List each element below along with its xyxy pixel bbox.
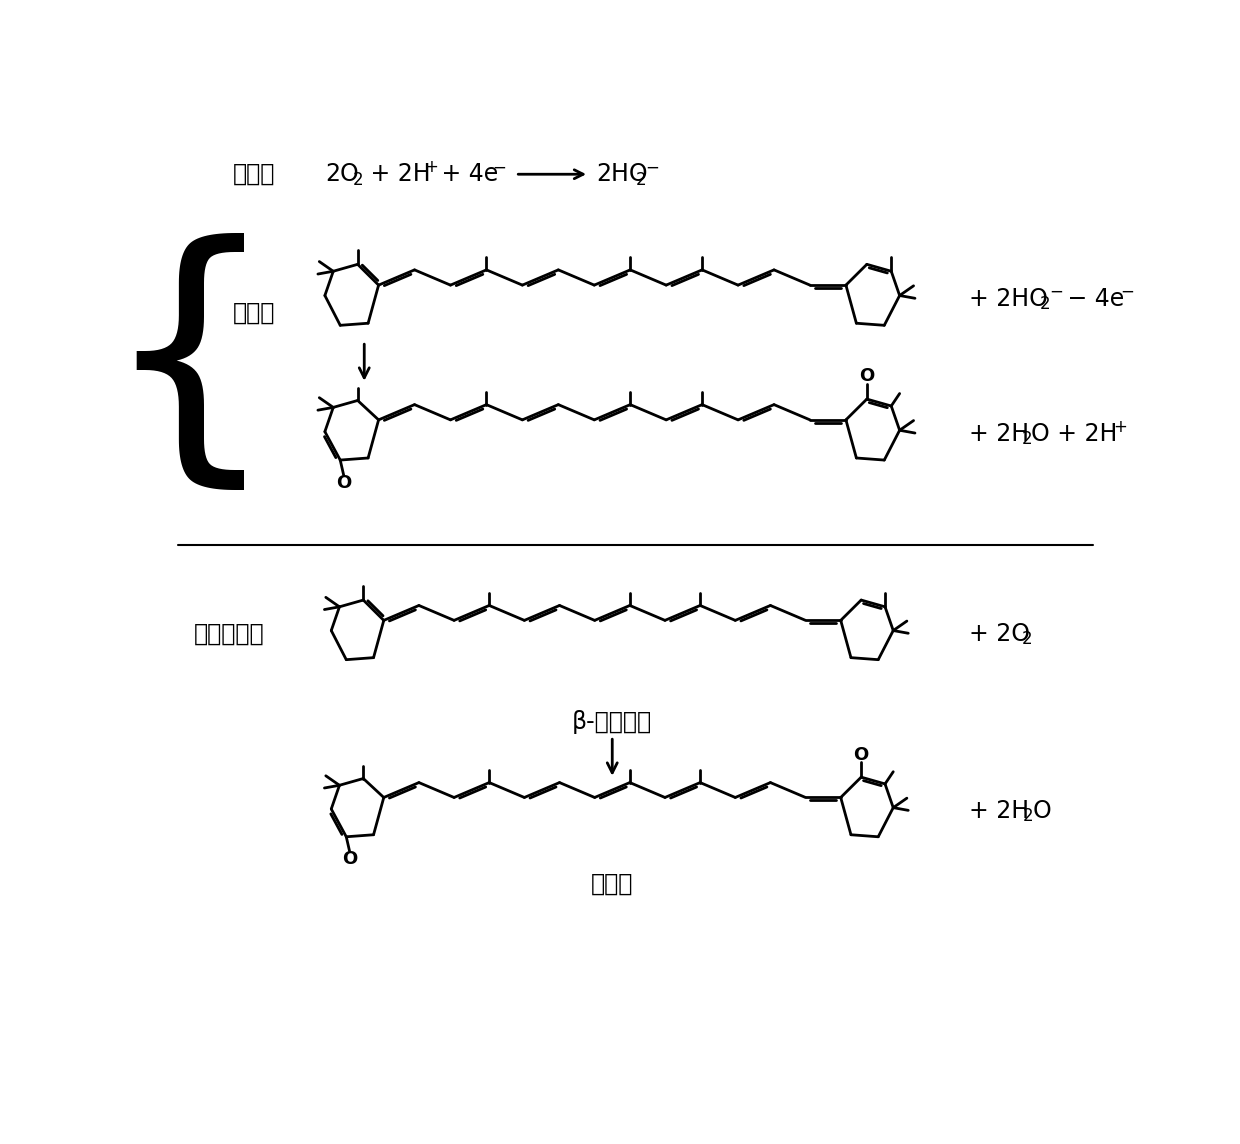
Text: 2: 2 [1022, 630, 1032, 649]
Text: −: − [1121, 283, 1135, 301]
Text: O: O [1033, 799, 1052, 823]
Text: −: − [492, 158, 506, 176]
Text: +: + [424, 158, 439, 176]
Text: 角黄素: 角黄素 [591, 872, 634, 896]
Text: + 2H: + 2H [968, 799, 1029, 823]
Text: β-胡萝卜素: β-胡萝卜素 [572, 710, 652, 734]
Text: O: O [342, 850, 357, 868]
Text: +: + [1114, 418, 1127, 436]
Text: 阴极：: 阴极： [233, 162, 275, 186]
Text: + 2HO: + 2HO [968, 287, 1048, 311]
Text: 2: 2 [1022, 430, 1032, 448]
Text: + 2H: + 2H [968, 422, 1029, 446]
Text: + 4e: + 4e [434, 162, 498, 186]
Text: 2: 2 [635, 170, 646, 189]
Text: {: { [102, 233, 278, 503]
Text: 阳极：: 阳极： [233, 301, 275, 325]
Text: 2HO: 2HO [596, 162, 649, 186]
Text: −: − [645, 158, 658, 176]
Text: 2: 2 [1040, 295, 1050, 313]
Text: − 4e: − 4e [1060, 287, 1125, 311]
Text: −: − [1049, 283, 1063, 301]
Text: 2: 2 [1023, 808, 1034, 826]
Text: O: O [859, 367, 874, 386]
Text: 电解反应：: 电解反应： [193, 622, 264, 646]
Text: + 2H: + 2H [363, 162, 430, 186]
Text: 2: 2 [352, 170, 363, 189]
Text: + 2O: + 2O [968, 622, 1029, 646]
Text: 2O: 2O [325, 162, 360, 186]
Text: O: O [853, 746, 869, 764]
Text: O: O [336, 474, 351, 492]
Text: O + 2H: O + 2H [1030, 422, 1117, 446]
